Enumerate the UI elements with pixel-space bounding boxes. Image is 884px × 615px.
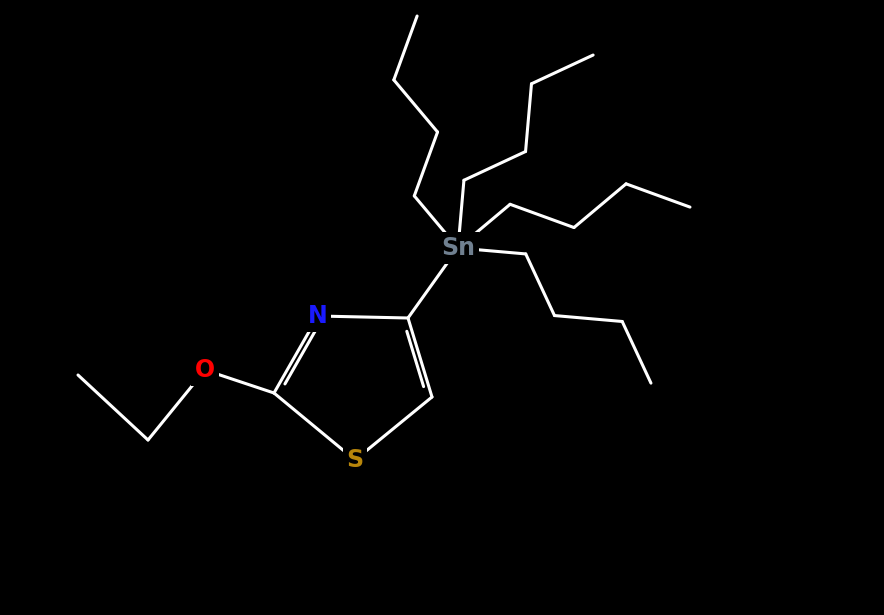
Text: Sn: Sn	[441, 236, 475, 260]
Text: O: O	[195, 358, 215, 382]
Text: S: S	[347, 448, 363, 472]
Text: N: N	[309, 304, 328, 328]
